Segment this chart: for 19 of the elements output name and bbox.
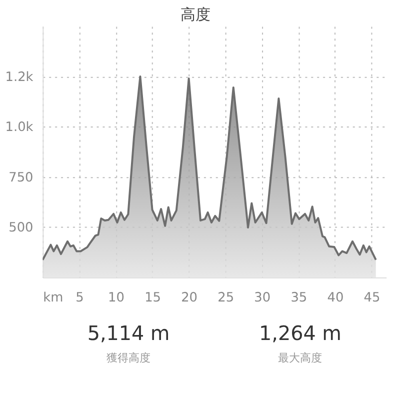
x-tick-label: 40 bbox=[327, 290, 344, 306]
x-tick-label: 45 bbox=[364, 290, 380, 306]
x-tick-label: 5 bbox=[76, 290, 84, 306]
y-tick-label: 500 bbox=[8, 220, 34, 236]
x-tick-label: km bbox=[43, 290, 64, 306]
x-tick-label: 35 bbox=[290, 290, 308, 306]
x-tick-label: 10 bbox=[108, 290, 124, 306]
x-tick-label: 20 bbox=[181, 290, 198, 306]
text: 5,114 m bbox=[87, 322, 170, 345]
x-tick-label: 15 bbox=[144, 290, 161, 306]
text: 最大高度 bbox=[278, 352, 322, 365]
text: 獲得高度 bbox=[106, 352, 151, 365]
y-tick-label: 1.2k bbox=[5, 70, 34, 85]
y-tick-label: 750 bbox=[8, 170, 34, 186]
x-tick-label: 30 bbox=[254, 290, 271, 306]
chart-title: 高度 bbox=[180, 5, 210, 24]
x-tick-label: 25 bbox=[218, 290, 234, 306]
text: 1,264 m bbox=[259, 322, 342, 345]
y-tick-label: 1.0k bbox=[5, 120, 34, 136]
